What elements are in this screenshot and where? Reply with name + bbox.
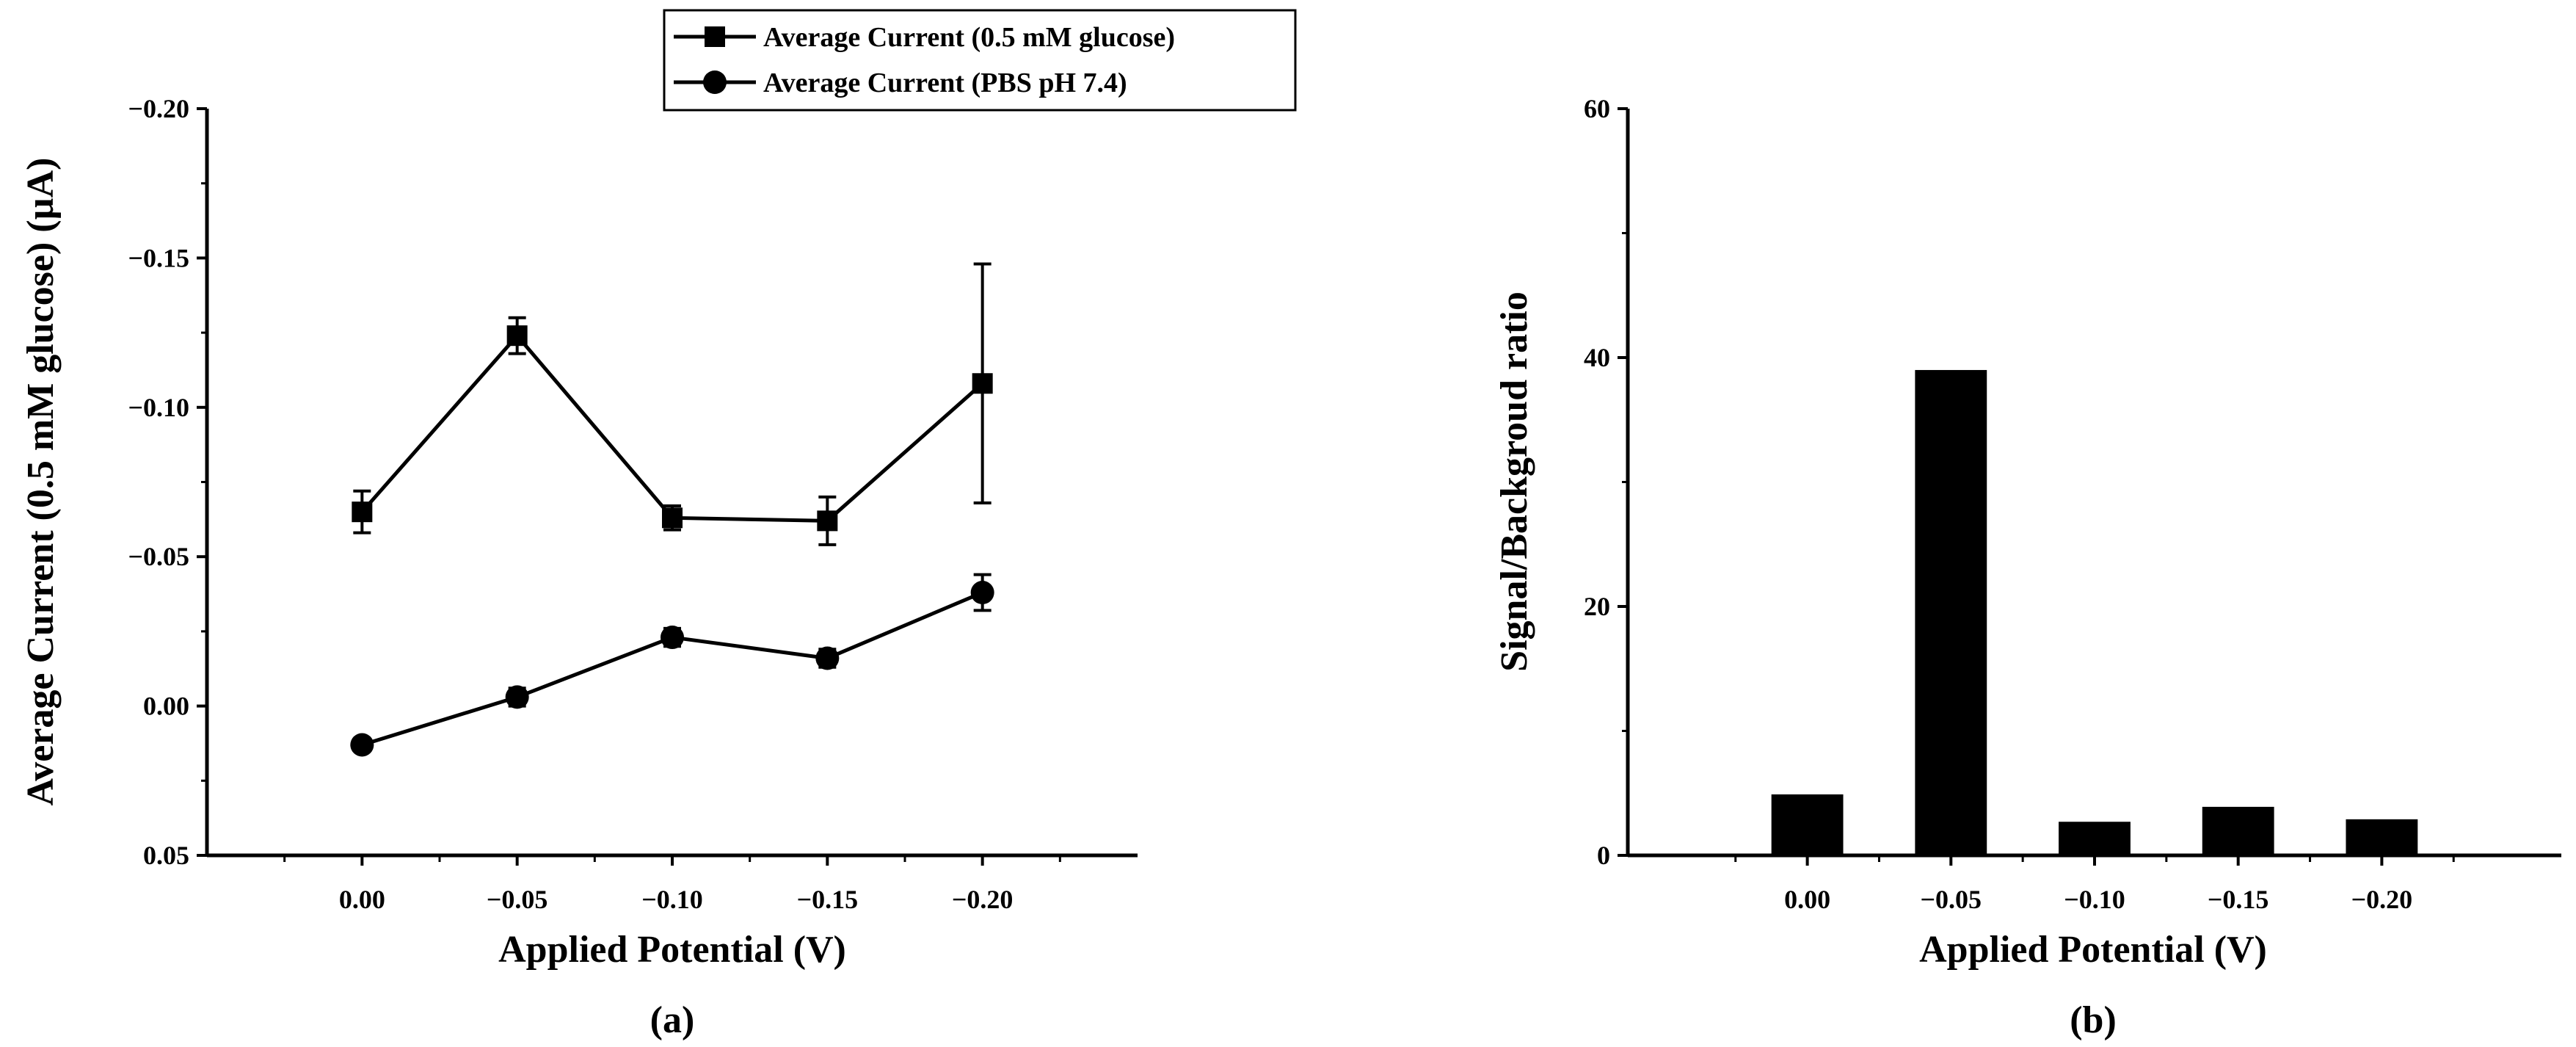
panel-a-x-axis-label: Applied Potential (V)	[498, 929, 846, 971]
bar	[2059, 822, 2131, 855]
panel-b-x-tick-label: −0.05	[1921, 885, 1982, 914]
panel-a-x-tick-label: −0.05	[487, 885, 548, 914]
panel-b-y-tick-label: 0	[1597, 841, 1610, 870]
panel-b-x-tick-label: −0.15	[2208, 885, 2269, 914]
panel-a-y-tick-label: −0.15	[128, 243, 189, 272]
legend-frame	[663, 9, 1297, 112]
data-point-circle	[350, 733, 374, 757]
panel-a-x-tick-label: 0.00	[339, 885, 385, 914]
legend-entry-pbs: Average Current (PBS pH 7.4)	[674, 68, 1127, 98]
panel-a-x-tick-label: −0.10	[641, 885, 703, 914]
legend-label-glucose: Average Current (0.5 mM glucose)	[763, 22, 1175, 53]
data-point-circle	[505, 685, 529, 709]
panel-a-y-tick-label: 0.00	[143, 692, 189, 721]
panel-b-x-tick-label: −0.20	[2351, 885, 2413, 914]
series-line-pbs	[361, 590, 983, 747]
panel-a-y-axis-label: Average Current (0.5 mM glucose) (µA)	[20, 158, 62, 806]
bar	[1771, 794, 1844, 855]
panel-b-panel-label: (b)	[2070, 999, 2117, 1041]
data-point-square	[972, 373, 993, 394]
bar	[2202, 806, 2274, 855]
data-point-square	[506, 325, 528, 347]
panel-b-y-axis-label: Signal/Backgroud ratio	[1493, 291, 1535, 672]
data-point-square	[817, 510, 838, 532]
bar	[1915, 369, 1987, 855]
data-point-square	[352, 501, 373, 523]
panel-a-legend: Average Current (0.5 mM glucose) Average…	[663, 9, 1297, 112]
panel-a-x-tick-label: −0.15	[797, 885, 859, 914]
legend-marker-circle	[703, 70, 727, 94]
data-point-circle	[661, 626, 684, 650]
series-line-glucose	[360, 333, 984, 523]
panel-b-y-tick-label: 20	[1584, 592, 1610, 621]
panel-b-x-axis-label: Applied Potential (V)	[1919, 929, 2267, 971]
bar	[2346, 819, 2418, 855]
legend-marker-square	[705, 26, 725, 47]
legend-label-pbs: Average Current (PBS pH 7.4)	[763, 68, 1127, 98]
panel-a-y-tick-label: −0.20	[128, 94, 189, 123]
panel-b-y-tick-label: 40	[1584, 343, 1610, 372]
legend-entry-glucose: Average Current (0.5 mM glucose)	[674, 22, 1175, 53]
panel-a-y-tick-label: −0.10	[128, 393, 189, 422]
panel-a-line-chart: 0.05 0.00 −0.05 −0.10 −0.15 −0.20 0.00 −0.05 −0…	[20, 9, 1297, 1041]
panel-a-y-tick-label: −0.05	[128, 542, 189, 571]
panel-a-panel-label: (a)	[650, 999, 695, 1041]
data-point-circle	[970, 581, 994, 605]
data-point-circle	[815, 646, 840, 670]
panel-b-bar-chart: 0 20 40 60 0.00 −0.05 −0.10 −0.15 −0.20 Signal/…	[1493, 94, 2561, 1041]
panel-b-y-tick-label: 60	[1584, 94, 1610, 123]
panel-a-y-tick-label: 0.05	[143, 841, 189, 870]
panel-b-x-tick-label: −0.10	[2064, 885, 2125, 914]
panel-a-x-tick-label: −0.20	[952, 885, 1014, 914]
data-point-square	[662, 507, 683, 529]
panel-b-x-tick-label: 0.00	[1784, 885, 1830, 914]
